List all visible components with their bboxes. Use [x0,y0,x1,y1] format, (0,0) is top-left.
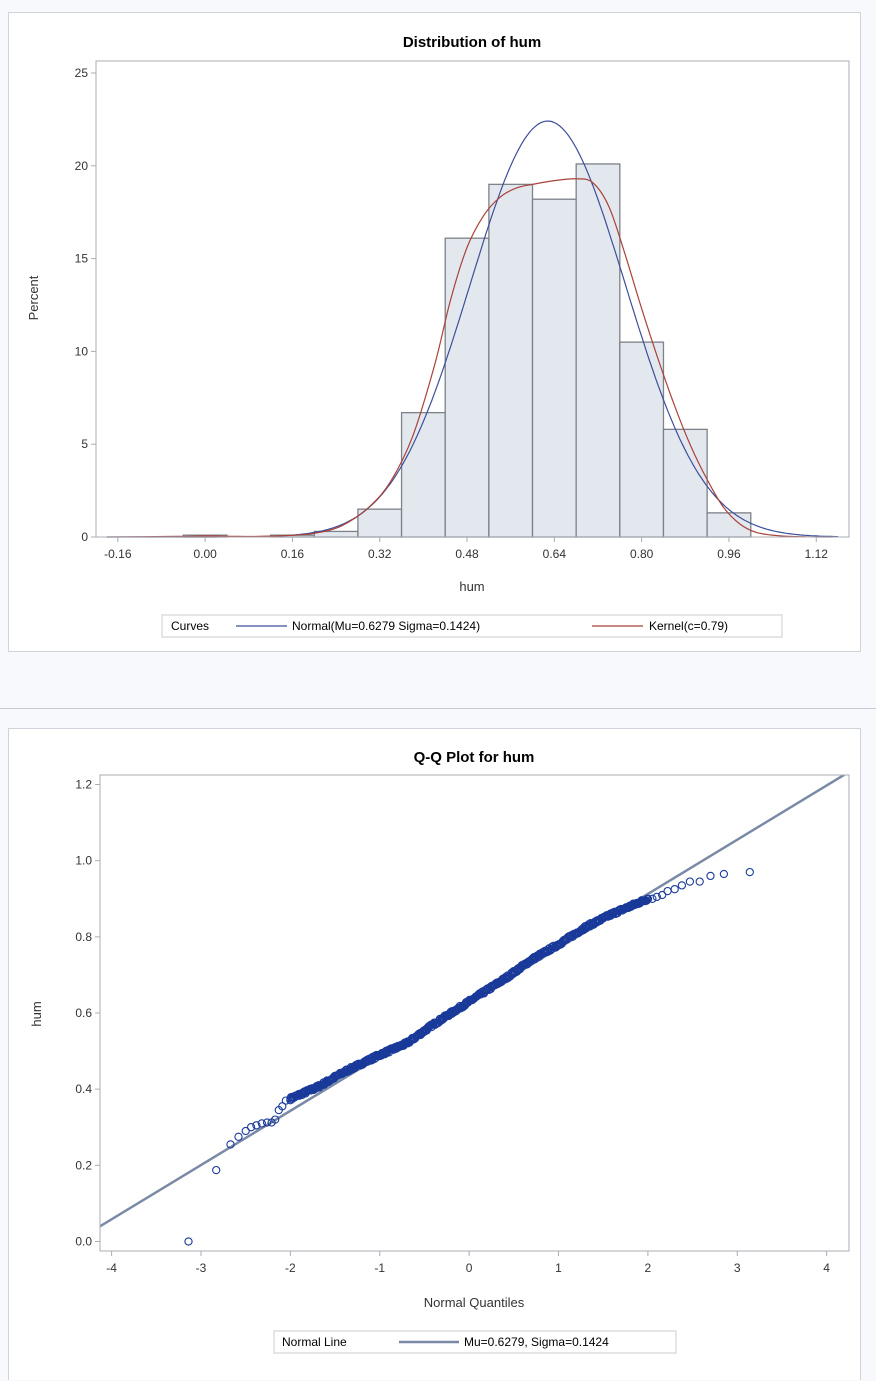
x-tick-label: 0.16 [281,547,305,561]
y-tick-label: 10 [75,344,89,358]
x-tick-label: 1 [555,1261,562,1275]
qq-point [212,1165,221,1175]
histogram-bar [400,411,446,538]
legend-title-normal-line: Normal Line [282,1335,347,1349]
histogram-bar [619,341,665,538]
qq-plot-title: Q-Q Plot for hum [414,749,535,766]
qq-point [719,869,729,879]
x-tick-label: 2 [645,1261,652,1275]
y-tick-label: 5 [81,437,88,451]
x-tick-label: 0.80 [630,547,654,561]
histogram-legend: Curves Normal(Mu=0.6279 Sigma=0.1424) Ke… [161,614,783,638]
qq-point [658,890,667,900]
x-tick-label: 0.96 [717,547,741,561]
qq-point [670,885,679,894]
qq-x-axis-label: Normal Quantiles [424,1295,525,1310]
histogram-panel: Distribution of hum 0 5 10 15 20 25 -0.16 0.00… [8,12,861,652]
y-tick-label: 20 [75,159,89,173]
histogram-legend-box [161,614,783,638]
histogram-bar [575,163,621,538]
x-tick-label: 3 [734,1261,741,1275]
legend-label-normal-line: Mu=0.6279, Sigma=0.1424 [464,1335,609,1349]
histogram-plot-frame [95,60,850,538]
qq-plot-panel: Q-Q Plot for hum 0.0 0.2 0.4 0.6 0.8 1.0 1.2 -… [8,728,861,1380]
x-tick-label: 0.48 [455,547,479,561]
qq-plot-frame [99,774,850,1252]
x-tick-label: -3 [196,1261,207,1275]
histogram-x-axis-label: hum [459,579,484,594]
y-tick-label: 0.2 [75,1158,92,1172]
qq-point [226,1140,235,1149]
histogram-bar [488,183,534,538]
qq-point [246,1123,256,1132]
qq-point [643,894,653,903]
y-tick-label: 0.4 [75,1082,92,1096]
y-tick-label: 15 [75,252,89,266]
qq-point [648,894,657,903]
qq-point [278,1102,287,1111]
legend-title-curves: Curves [171,619,209,633]
qq-point [706,871,715,881]
x-tick-label: 0.00 [193,547,217,561]
legend-label-kernel: Kernel(c=0.79) [649,619,728,633]
qq-point [663,886,672,896]
qq-y-axis-label: hum [29,1001,44,1026]
y-tick-label: 0.8 [75,930,92,944]
qq-point [677,881,687,890]
x-tick-label: 4 [823,1261,830,1275]
histogram-title: Distribution of hum [403,34,541,51]
qq-legend: Normal Line Mu=0.6279, Sigma=0.1424 [273,1330,677,1354]
qq-point [234,1132,243,1141]
histogram-bar [662,428,708,538]
y-tick-label: 0.0 [75,1234,92,1248]
x-tick-label: 0 [466,1261,473,1275]
y-tick-label: 0.6 [75,1006,92,1020]
histogram-bar [531,198,577,538]
qq-point [286,1094,295,1103]
x-tick-label: -2 [285,1261,296,1275]
kernel-curve [106,178,833,538]
qq-plot-chart: Q-Q Plot for hum 0.0 0.2 0.4 0.6 0.8 1.0 1.2 -… [29,749,850,1354]
qq-legend-box [273,1330,677,1354]
histogram-chart: Distribution of hum 0 5 10 15 20 25 -0.16 0.00… [26,34,850,638]
x-tick-label: -0.16 [104,547,132,561]
y-tick-label: 1.2 [75,778,92,792]
qq-point [281,1096,291,1105]
qq-point [184,1237,193,1246]
qq-point [252,1121,261,1130]
x-tick-label: 1.12 [805,547,829,561]
qq-point [271,1115,280,1124]
y-tick-label: 25 [75,66,89,80]
legend-label-normal: Normal(Mu=0.6279 Sigma=0.1424) [292,619,480,633]
x-tick-label: 0.32 [368,547,392,561]
qq-point [257,1119,266,1128]
qq-point [262,1118,272,1127]
qq-point [241,1126,250,1136]
histogram-bar [444,237,490,538]
histogram-bar [706,512,752,538]
qq-point [695,877,704,886]
qq-point [745,867,754,877]
histogram-bar [357,508,403,538]
y-tick-label: 1.0 [75,854,92,868]
x-tick-label: -1 [374,1261,385,1275]
qq-point [652,892,661,902]
qq-point [685,877,695,886]
x-tick-label: -4 [106,1261,117,1275]
y-tick-label: 0 [81,530,88,544]
histogram-y-axis-label: Percent [26,275,41,320]
panel-separator [0,708,876,709]
x-tick-label: 0.64 [543,547,567,561]
